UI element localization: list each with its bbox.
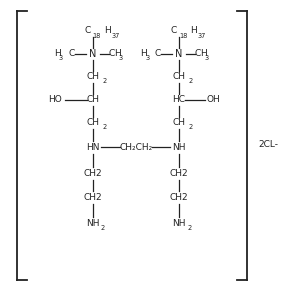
Text: 18: 18 (179, 33, 187, 39)
Text: C: C (155, 49, 161, 58)
Text: 2CL-: 2CL- (258, 140, 278, 149)
Text: N: N (175, 49, 183, 59)
Text: CH₂CH₂: CH₂CH₂ (119, 143, 153, 152)
Text: H: H (104, 26, 111, 35)
Text: H: H (140, 49, 147, 58)
Text: 2: 2 (188, 78, 193, 84)
Text: CH2: CH2 (170, 193, 188, 202)
Text: OH: OH (207, 95, 221, 104)
Text: CH: CH (86, 118, 99, 127)
Text: CH: CH (86, 73, 99, 81)
Text: H: H (200, 49, 207, 58)
Text: 2: 2 (102, 78, 106, 84)
Text: CH2: CH2 (84, 193, 102, 202)
Text: HC: HC (173, 95, 186, 104)
Text: N: N (89, 49, 97, 59)
Text: NH: NH (86, 219, 99, 228)
Text: HO: HO (49, 95, 62, 104)
Text: 3: 3 (118, 55, 123, 61)
Text: H: H (114, 49, 121, 58)
Text: 2: 2 (187, 225, 191, 231)
Text: 37: 37 (198, 33, 206, 39)
Text: H: H (190, 26, 197, 35)
Text: HN: HN (86, 143, 99, 152)
Text: 37: 37 (112, 33, 120, 39)
Text: NH: NH (172, 143, 186, 152)
Text: C: C (84, 26, 91, 35)
Text: C: C (195, 49, 201, 58)
Text: 2: 2 (102, 124, 106, 130)
Text: CH: CH (86, 95, 99, 104)
Text: 2: 2 (101, 225, 105, 231)
Text: CH2: CH2 (84, 169, 102, 178)
Text: CH: CH (173, 73, 186, 81)
Text: CH: CH (173, 118, 186, 127)
Text: 18: 18 (93, 33, 101, 39)
Text: C: C (68, 49, 75, 58)
Text: NH: NH (172, 219, 186, 228)
Text: C: C (171, 26, 177, 35)
Text: 3: 3 (205, 55, 209, 61)
Text: H: H (54, 49, 61, 58)
Text: CH2: CH2 (170, 169, 188, 178)
Text: 2: 2 (188, 124, 193, 130)
Text: 3: 3 (59, 55, 63, 61)
Text: C: C (109, 49, 115, 58)
Text: 3: 3 (145, 55, 149, 61)
